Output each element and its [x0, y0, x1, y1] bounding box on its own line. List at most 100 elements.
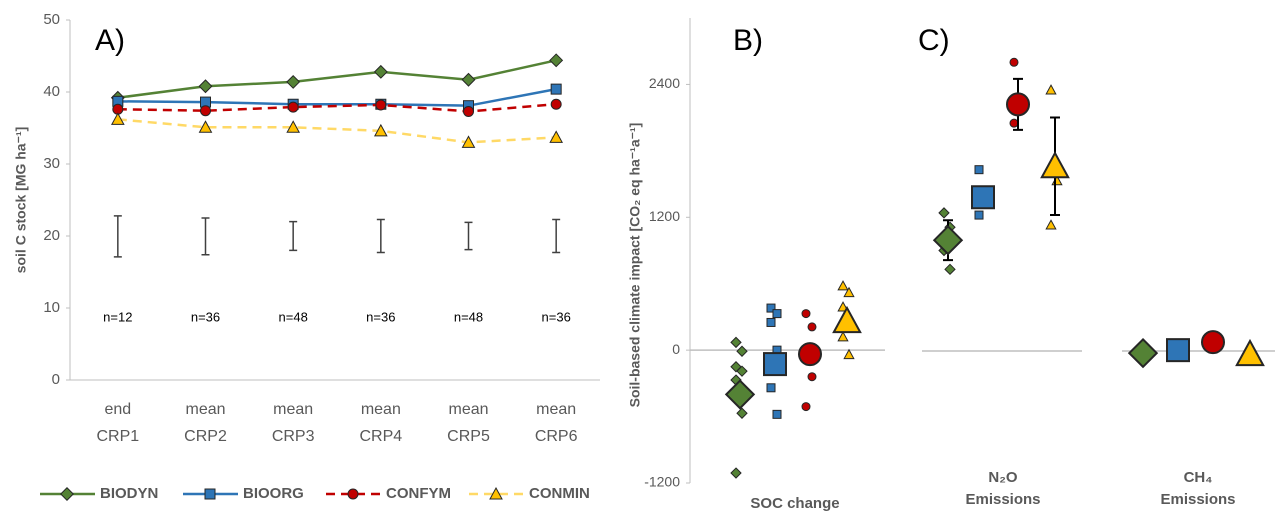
mean-point: [798, 342, 822, 367]
y-tick-label: 0: [672, 341, 680, 357]
point: [461, 135, 476, 148]
mean-point: [763, 352, 787, 377]
sample-point: [938, 207, 950, 219]
error-bar: [376, 218, 385, 254]
error-bar: [289, 220, 298, 252]
x-tick-label: mean: [361, 401, 401, 418]
x-tick-label: CRP1: [96, 428, 139, 445]
x-tick-label: mean: [448, 401, 488, 418]
point: [110, 112, 125, 125]
x-tick-label: CRP2: [184, 428, 227, 445]
sample-size: n=48: [454, 309, 483, 324]
y-tick-label: 50: [43, 11, 60, 28]
sample-point: [1009, 118, 1019, 128]
x-tick-label: mean: [185, 401, 225, 418]
x-tick-label: Emissions: [1160, 491, 1235, 508]
x-tick-label: CRP5: [447, 428, 490, 445]
x-tick-label: mean: [536, 401, 576, 418]
point: [550, 98, 562, 110]
sample-point: [730, 336, 742, 349]
legend-label: CONFYM: [386, 485, 451, 502]
mean-point: [1040, 150, 1070, 179]
sample-point: [1009, 57, 1019, 67]
legend-marker: [347, 488, 359, 500]
panel-label: B): [733, 24, 763, 57]
sample-point: [974, 210, 984, 220]
sample-point: [801, 402, 811, 412]
y-tick-label: -1200: [644, 474, 680, 490]
sample-point: [730, 467, 742, 479]
x-tick-label: Emissions: [965, 491, 1040, 508]
point: [463, 105, 474, 117]
y-tick-label: 40: [43, 83, 60, 100]
sample-size: n=12: [103, 309, 132, 324]
legend-marker: [60, 487, 74, 501]
mean-point: [971, 185, 995, 210]
sample-point: [766, 303, 776, 313]
sample-point: [801, 309, 811, 319]
point: [550, 83, 562, 95]
sample-size: n=36: [191, 309, 220, 324]
sample-size: n=36: [366, 309, 395, 324]
sample-point: [772, 409, 782, 419]
series-line: [117, 102, 557, 113]
panel-label: C): [918, 24, 950, 57]
sample-point: [772, 309, 782, 319]
sample-point: [843, 348, 855, 360]
error-bar: [201, 217, 210, 256]
point: [549, 53, 564, 68]
x-tick-label: N₂O: [988, 469, 1017, 486]
point: [200, 105, 211, 117]
x-tick-label: CH₄: [1184, 469, 1213, 486]
x-tick-label: CRP4: [359, 428, 402, 445]
sample-point: [807, 372, 817, 382]
legend-label: BIODYN: [100, 485, 158, 502]
sample-point: [974, 165, 984, 175]
mean-point: [724, 379, 756, 410]
mean-point: [1166, 338, 1190, 363]
error-bar: [113, 215, 122, 258]
y-tick-label: 2400: [649, 75, 680, 91]
sample-size: n=36: [542, 309, 571, 324]
error-bar: [552, 218, 561, 254]
legend-label: BIOORG: [243, 485, 304, 502]
sample-point: [807, 322, 817, 332]
sample-point: [1045, 219, 1057, 230]
sample-point: [766, 317, 776, 327]
series-line: [117, 87, 557, 107]
point: [461, 72, 476, 87]
point: [549, 130, 564, 143]
point: [286, 74, 301, 89]
sample-point: [736, 407, 748, 419]
mean-point: [1006, 92, 1030, 117]
x-tick-label: CRP3: [272, 428, 315, 445]
sample-point: [837, 331, 849, 342]
panel-label: A): [95, 24, 125, 57]
y-tick-label: 20: [43, 227, 60, 244]
y-tick-label: 30: [43, 155, 60, 172]
y-tick-label: 10: [43, 299, 60, 316]
series-line: [117, 59, 557, 99]
sample-point: [837, 301, 849, 312]
sample-point: [766, 383, 776, 393]
y-tick-label: 1200: [649, 208, 680, 224]
point: [286, 120, 301, 133]
y-axis-label: soil C stock [MG ha⁻¹]: [13, 127, 29, 274]
sample-point: [736, 365, 748, 377]
sample-point: [843, 286, 855, 298]
sample-point: [837, 280, 849, 291]
x-tick-label: end: [104, 401, 131, 418]
sample-size: n=48: [279, 309, 308, 324]
point: [373, 64, 388, 79]
x-tick-label: SOC change: [750, 495, 839, 512]
point: [198, 79, 213, 94]
x-tick-label: mean: [273, 401, 313, 418]
sample-point: [1045, 84, 1057, 95]
point: [287, 101, 299, 113]
point: [375, 99, 387, 111]
legend-label: CONMIN: [529, 485, 590, 502]
mean-point: [1235, 338, 1265, 367]
legend-marker: [489, 486, 503, 500]
mean-point: [932, 225, 964, 256]
